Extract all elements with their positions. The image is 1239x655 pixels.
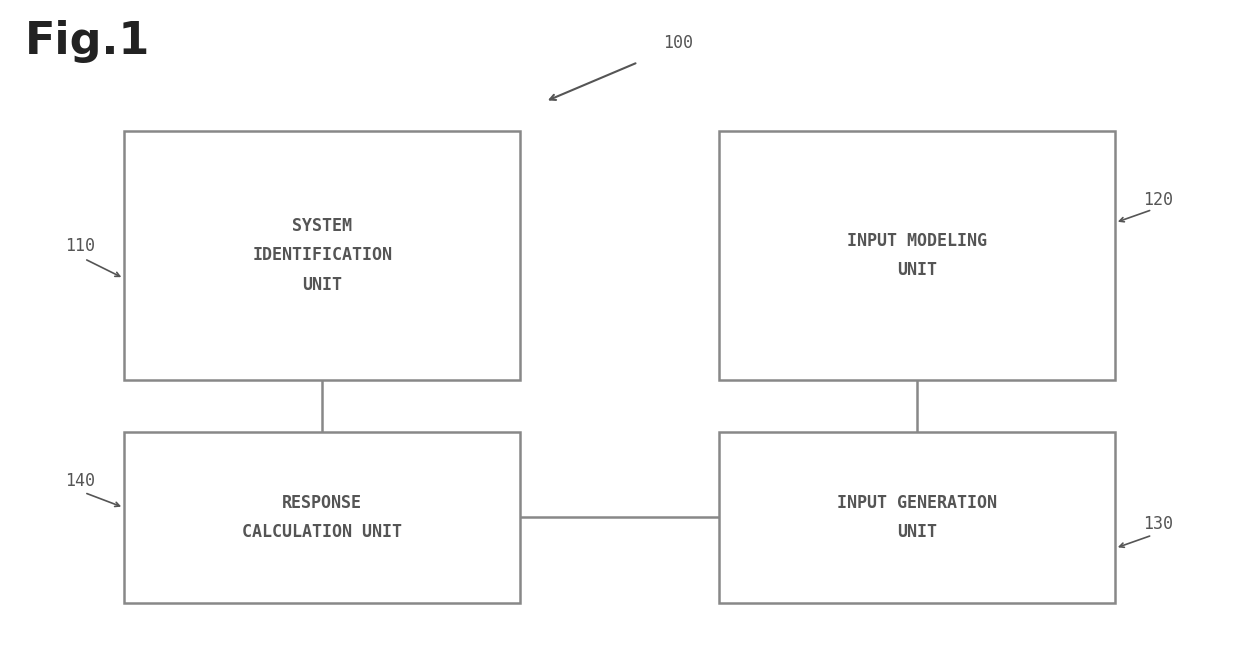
Bar	[719, 131, 1115, 380]
Text: SYSTEM
IDENTIFICATION
UNIT: SYSTEM IDENTIFICATION UNIT	[253, 217, 392, 293]
Text: 140: 140	[66, 472, 95, 491]
Text: 130: 130	[1144, 515, 1173, 533]
Text: 110: 110	[66, 236, 95, 255]
Bar	[124, 131, 520, 380]
Bar	[124, 432, 520, 603]
Text: RESPONSE
CALCULATION UNIT: RESPONSE CALCULATION UNIT	[242, 494, 403, 541]
Text: 120: 120	[1144, 191, 1173, 209]
Text: INPUT MODELING
UNIT: INPUT MODELING UNIT	[847, 232, 986, 279]
Text: INPUT GENERATION
UNIT: INPUT GENERATION UNIT	[836, 494, 997, 541]
Text: Fig.1: Fig.1	[25, 20, 150, 63]
Bar	[719, 432, 1115, 603]
Text: 100: 100	[663, 33, 693, 52]
